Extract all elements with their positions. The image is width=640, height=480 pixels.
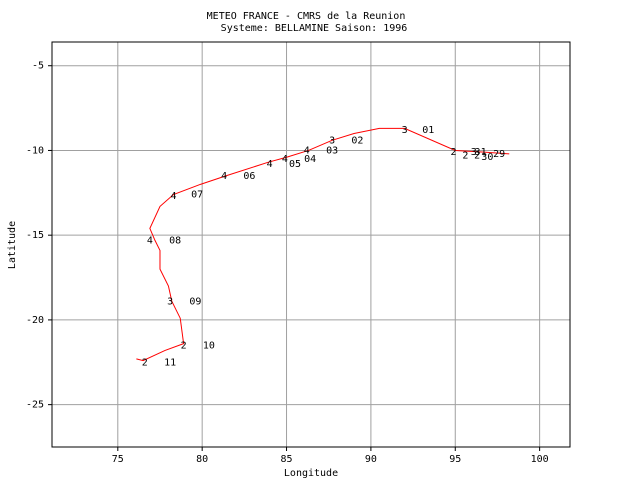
- annotation: 4: [304, 145, 310, 156]
- chart-title: METEO FRANCE - CMRS de la Reunion: [207, 11, 406, 22]
- annotation: 4: [282, 154, 288, 165]
- annotation: 30: [481, 152, 493, 163]
- annotation: 04: [304, 154, 316, 165]
- annotation: 3: [402, 125, 408, 136]
- x-tick-label: 85: [281, 454, 293, 465]
- annotation: 3: [329, 135, 335, 146]
- annotation: 08: [169, 235, 181, 246]
- annotation: 4: [147, 235, 153, 246]
- annotation: 2: [462, 151, 468, 162]
- annotation: 2: [474, 151, 480, 162]
- annotation: 02: [351, 135, 363, 146]
- y-tick-label: -25: [26, 400, 44, 411]
- x-tick-label: 75: [112, 454, 124, 465]
- annotation: 06: [243, 171, 255, 182]
- annotation: 09: [189, 296, 201, 307]
- y-tick-label: -5: [32, 61, 44, 72]
- x-tick-label: 100: [531, 454, 549, 465]
- annotation: 05: [289, 159, 301, 170]
- annotation: 01: [422, 125, 434, 136]
- annotation: 03: [326, 145, 338, 156]
- annotation: 31: [475, 147, 487, 158]
- annotation: 10: [203, 340, 215, 351]
- annotation: 2: [451, 147, 457, 158]
- annotation: 3: [471, 147, 477, 158]
- annotation: 4: [170, 191, 176, 202]
- annotation: 3: [167, 296, 173, 307]
- annotation: 07: [191, 190, 203, 201]
- annotation: 4: [221, 171, 227, 182]
- y-axis-label: Latitude: [7, 221, 18, 269]
- x-tick-label: 90: [365, 454, 377, 465]
- y-tick-label: -15: [26, 230, 44, 241]
- annotation: 4: [267, 159, 273, 170]
- annotation: 29: [493, 149, 505, 160]
- x-axis-label: Longitude: [284, 468, 338, 479]
- plot-frame: [51, 41, 571, 448]
- chart-subtitle: Systeme: BELLAMINE Saison: 1996: [221, 23, 408, 34]
- y-tick-label: -20: [26, 315, 44, 326]
- y-tick-label: -10: [26, 145, 44, 156]
- annotation: 2: [181, 340, 187, 351]
- x-tick-label: 95: [449, 454, 461, 465]
- x-tick-label: 80: [196, 454, 208, 465]
- track-line: [136, 127, 510, 362]
- annotation: 2: [142, 357, 148, 368]
- annotation: 11: [164, 357, 176, 368]
